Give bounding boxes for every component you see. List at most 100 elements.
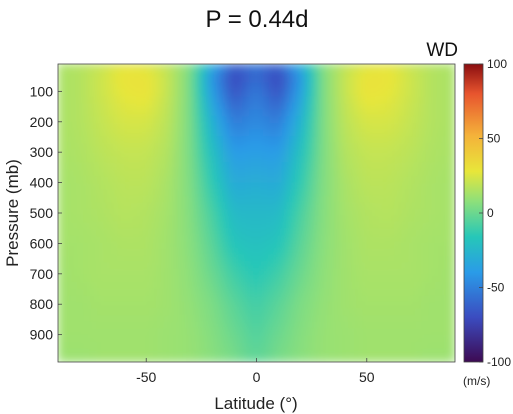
heatmap-cell bbox=[308, 262, 317, 270]
heatmap-cell bbox=[381, 96, 390, 105]
heatmap-cell bbox=[236, 248, 244, 257]
heatmap-cell bbox=[116, 281, 125, 290]
heatmap-cell bbox=[64, 156, 72, 164]
heatmap-cell bbox=[110, 175, 119, 184]
heatmap-cell bbox=[434, 215, 443, 224]
heatmap-cell bbox=[255, 354, 264, 362]
heatmap-cell bbox=[295, 275, 304, 284]
heatmap-cell bbox=[196, 103, 205, 111]
heatmap-cell bbox=[255, 301, 264, 310]
heatmap-cell bbox=[229, 182, 238, 191]
heatmap-cell bbox=[90, 228, 99, 237]
heatmap-cell bbox=[103, 215, 112, 224]
heatmap-cell bbox=[255, 348, 264, 356]
heatmap-cell bbox=[123, 248, 132, 257]
heatmap-cell bbox=[196, 83, 205, 92]
heatmap-cell bbox=[216, 348, 225, 356]
heatmap-cell bbox=[97, 116, 105, 125]
heatmap-cell bbox=[242, 96, 251, 105]
heatmap-cell bbox=[116, 321, 125, 330]
heatmap-cell bbox=[183, 202, 191, 211]
heatmap-cell bbox=[408, 209, 416, 217]
heatmap-cell bbox=[222, 195, 231, 204]
heatmap-cell bbox=[308, 149, 317, 158]
heatmap-cell bbox=[202, 182, 211, 191]
heatmap-cell bbox=[335, 235, 344, 244]
heatmap-cell bbox=[70, 182, 79, 191]
heatmap-cell bbox=[116, 215, 125, 224]
heatmap-cell bbox=[116, 189, 125, 198]
heatmap-cell bbox=[394, 262, 403, 270]
heatmap-cell bbox=[189, 209, 198, 217]
heatmap-cell bbox=[441, 136, 449, 145]
heatmap-cell bbox=[189, 348, 198, 356]
heatmap-cell bbox=[209, 156, 218, 164]
heatmap-cell bbox=[163, 348, 172, 356]
heatmap-cell bbox=[381, 89, 390, 98]
heatmap-cell bbox=[361, 275, 370, 284]
heatmap-cell bbox=[97, 255, 105, 264]
heatmap-cell bbox=[375, 281, 383, 290]
heatmap-cell bbox=[255, 83, 264, 92]
heatmap-cell bbox=[163, 129, 172, 138]
heatmap-cell bbox=[70, 255, 79, 264]
heatmap-cell bbox=[434, 341, 443, 350]
heatmap-cell bbox=[196, 76, 205, 85]
heatmap-cell bbox=[77, 116, 86, 125]
heatmap-cell bbox=[110, 136, 119, 145]
heatmap-cell bbox=[77, 281, 86, 290]
heatmap-cell bbox=[401, 281, 410, 290]
heatmap-cell bbox=[427, 334, 436, 343]
heatmap-cell bbox=[236, 295, 244, 303]
heatmap-cell bbox=[183, 334, 191, 343]
heatmap-cell bbox=[77, 354, 86, 362]
heatmap-cell bbox=[196, 301, 205, 310]
heatmap-cell bbox=[136, 215, 145, 224]
heatmap-cell bbox=[156, 215, 165, 224]
heatmap-cell bbox=[335, 162, 344, 171]
heatmap-cell bbox=[375, 354, 383, 362]
heatmap-cell bbox=[361, 129, 370, 138]
heatmap-cell bbox=[262, 116, 271, 125]
heatmap-cell bbox=[341, 83, 350, 92]
heatmap-cell bbox=[262, 215, 271, 224]
heatmap-cell bbox=[414, 142, 423, 151]
heatmap-cell bbox=[236, 156, 244, 164]
heatmap-cell bbox=[361, 175, 370, 184]
heatmap-cell bbox=[427, 341, 436, 350]
heatmap-cell bbox=[322, 70, 330, 78]
heatmap-cell bbox=[103, 202, 112, 211]
heatmap-cell bbox=[322, 228, 330, 237]
heatmap-cell bbox=[169, 129, 178, 138]
heatmap-cell bbox=[388, 162, 397, 171]
heatmap-cell bbox=[434, 103, 443, 111]
heatmap-cell bbox=[315, 341, 324, 350]
heatmap-cell bbox=[150, 142, 158, 151]
heatmap-cell bbox=[381, 288, 390, 297]
heatmap-cell bbox=[130, 189, 138, 198]
heatmap-cell bbox=[288, 109, 297, 118]
heatmap-cell bbox=[302, 295, 311, 303]
heatmap-cell bbox=[375, 262, 383, 270]
heatmap-cell bbox=[288, 116, 297, 125]
heatmap-cell bbox=[282, 156, 291, 164]
heatmap-cell bbox=[183, 301, 191, 310]
heatmap-cell bbox=[110, 215, 119, 224]
heatmap-cell bbox=[163, 182, 172, 191]
heatmap-cell bbox=[183, 123, 191, 131]
heatmap-cell bbox=[90, 275, 99, 284]
heatmap-cell bbox=[375, 222, 383, 231]
heatmap-cell bbox=[427, 149, 436, 158]
heatmap-cell bbox=[216, 109, 225, 118]
heatmap-cell bbox=[136, 308, 145, 317]
heatmap-cell bbox=[202, 242, 211, 251]
heatmap-cell bbox=[77, 255, 86, 264]
heatmap-cell bbox=[275, 89, 284, 98]
heatmap-cell bbox=[388, 308, 397, 317]
heatmap-cell bbox=[388, 175, 397, 184]
heatmap-cell bbox=[242, 123, 251, 131]
heatmap-cell bbox=[361, 202, 370, 211]
heatmap-cell bbox=[97, 308, 105, 317]
heatmap-cell bbox=[202, 76, 211, 85]
heatmap-cell bbox=[196, 275, 205, 284]
